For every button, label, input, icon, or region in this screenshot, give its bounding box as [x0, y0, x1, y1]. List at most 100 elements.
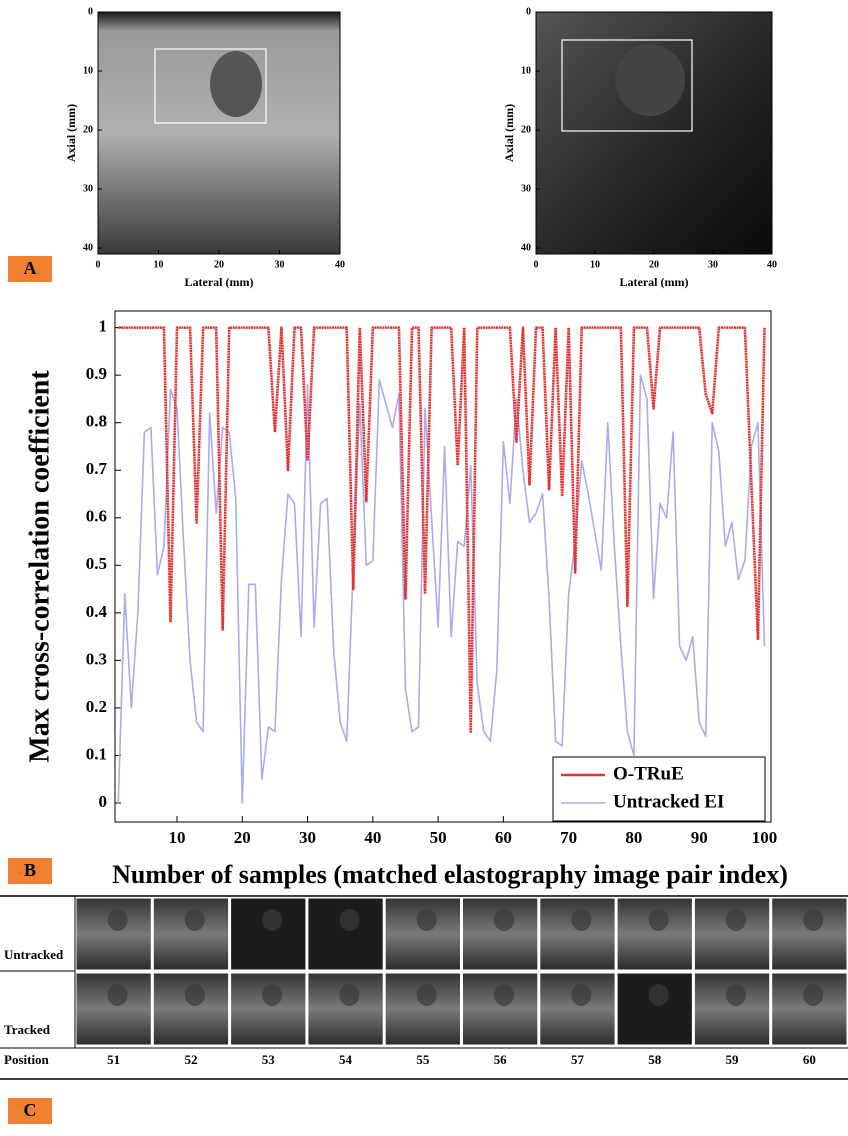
roi-box — [561, 39, 693, 132]
y-tick-label: 0.5 — [86, 554, 107, 573]
x-tick-label: 10 — [169, 828, 186, 847]
y-tick-label: 0.9 — [86, 364, 107, 383]
x-tick-label: 10 — [154, 259, 164, 270]
thumbnail-lesion — [494, 984, 515, 1006]
thumbnail — [616, 972, 693, 1046]
thumbnail — [616, 897, 693, 971]
y-tick-label: 30 — [521, 183, 531, 194]
thumbnail — [75, 897, 152, 971]
y-tick-label: 1 — [99, 317, 108, 336]
thumbnail — [539, 897, 616, 971]
thumbnail — [539, 972, 616, 1046]
thumbnail — [230, 897, 307, 971]
y-axis-label: Axial (mm) — [64, 104, 78, 162]
y-tick-label: 20 — [83, 124, 93, 135]
y-tick-label: 0 — [88, 6, 93, 17]
column-label: 52 — [184, 1052, 197, 1067]
panel-label: C — [24, 1100, 37, 1120]
thumbnail-lesion — [184, 984, 205, 1006]
thumbnail — [771, 972, 848, 1046]
thumbnail-lesion — [494, 909, 515, 931]
series-line — [117, 374, 766, 804]
thumbnail — [384, 897, 462, 971]
thumbnail-lesion — [416, 909, 437, 931]
y-tick-label: 0.3 — [86, 649, 107, 668]
column-label: 58 — [648, 1052, 662, 1067]
x-tick-label: 40 — [364, 828, 381, 847]
thumbnail-lesion — [571, 909, 592, 931]
y-tick-label: 10 — [521, 65, 531, 76]
thumbnail-lesion — [339, 984, 360, 1006]
panel-label-box — [8, 256, 52, 282]
thumbnail-lesion — [262, 984, 283, 1006]
lesion — [210, 51, 262, 117]
thumbnail-lesion — [184, 909, 205, 931]
x-axis-label: Lateral (mm) — [620, 275, 689, 289]
thumbnail-lesion — [262, 909, 283, 931]
thumbnail-lesion — [648, 909, 669, 931]
legend-label: O-TRuE — [613, 763, 684, 784]
thumbnail-lesion — [803, 984, 824, 1006]
panel-label: B — [24, 860, 36, 880]
thumbnail — [307, 897, 384, 971]
x-tick-label: 90 — [691, 828, 708, 847]
thumbnail — [693, 972, 771, 1046]
x-tick-label: 20 — [649, 259, 659, 270]
y-tick-label: 40 — [521, 242, 531, 253]
x-axis-label: Lateral (mm) — [185, 275, 254, 289]
panel-label-box — [8, 858, 52, 884]
x-tick-label: 40 — [767, 259, 777, 270]
series-line — [118, 326, 766, 733]
y-tick-label: 30 — [83, 183, 93, 194]
y-tick-label: 0.2 — [86, 697, 107, 716]
y-tick-label: 0.8 — [86, 412, 107, 431]
row-label: Position — [4, 1052, 50, 1067]
y-tick-label: 40 — [83, 242, 93, 253]
thumbnail-lesion — [416, 984, 437, 1006]
x-tick-label: 50 — [430, 828, 447, 847]
y-tick-label: 10 — [83, 65, 93, 76]
y-tick-label: 0.4 — [86, 602, 108, 621]
legend-box — [552, 756, 766, 822]
x-tick-label: 20 — [234, 828, 251, 847]
y-tick-label: 20 — [521, 124, 531, 135]
y-axis-label: Max cross-correlation coefficient — [24, 370, 55, 763]
x-tick-label: 30 — [275, 259, 285, 270]
y-tick-label: 0.1 — [86, 744, 107, 763]
thumbnail — [693, 897, 771, 971]
panel-label: A — [24, 258, 37, 278]
x-tick-label: 40 — [335, 259, 345, 270]
thumbnail — [152, 972, 230, 1046]
column-label: 59 — [726, 1052, 740, 1067]
thumbnail — [307, 972, 384, 1046]
thumbnail-lesion — [803, 909, 824, 931]
thumbnail-lesion — [107, 984, 128, 1006]
column-label: 56 — [494, 1052, 508, 1067]
legend-label: Untracked EI — [613, 791, 724, 812]
y-tick-label: 0 — [99, 792, 108, 811]
row-label: Tracked — [4, 1022, 51, 1037]
thumbnail — [384, 972, 462, 1046]
x-tick-label: 10 — [590, 259, 600, 270]
roi-box — [154, 48, 267, 124]
x-tick-label: 70 — [560, 828, 577, 847]
x-tick-label: 0 — [96, 259, 101, 270]
thumbnail — [771, 897, 848, 971]
thumbnail-lesion — [725, 984, 746, 1006]
y-axis-label: Axial (mm) — [502, 104, 516, 162]
y-tick-label: 0.6 — [86, 507, 107, 526]
x-tick-label: 20 — [214, 259, 224, 270]
plot-frame — [114, 310, 772, 823]
x-tick-label: 80 — [625, 828, 642, 847]
x-axis-label: Number of samples (matched elastography … — [112, 860, 788, 889]
x-tick-label: 60 — [495, 828, 512, 847]
column-label: 60 — [803, 1052, 816, 1067]
column-label: 57 — [571, 1052, 585, 1067]
thumbnail — [230, 972, 307, 1046]
thumbnail — [462, 972, 539, 1046]
panel-label-box — [8, 1098, 52, 1124]
column-label: 54 — [339, 1052, 353, 1067]
y-tick-label: 0.7 — [86, 459, 108, 478]
column-label: 51 — [107, 1052, 120, 1067]
